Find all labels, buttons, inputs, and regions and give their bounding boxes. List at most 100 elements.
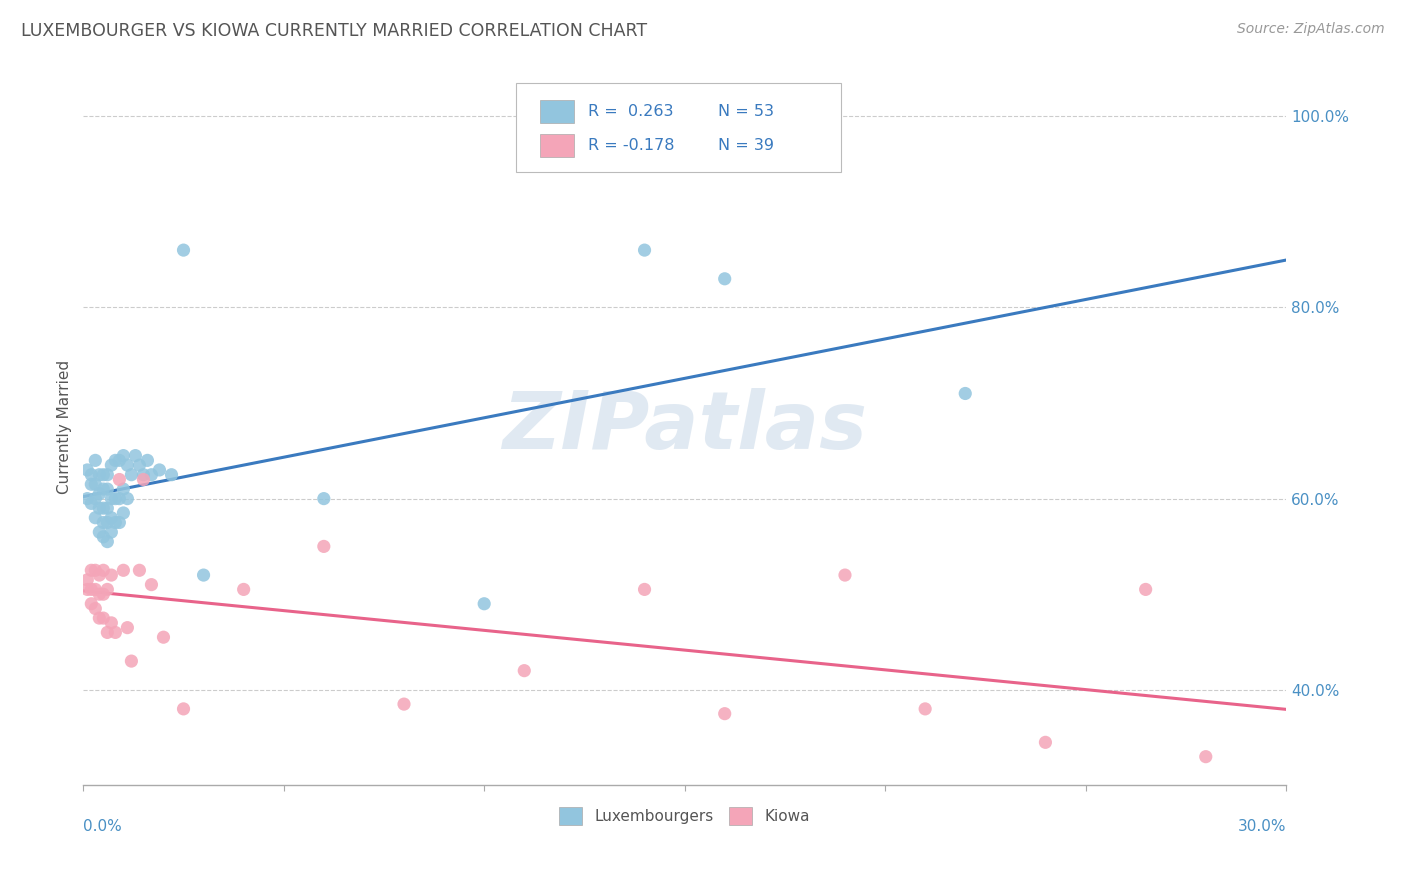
Point bbox=[108, 516, 131, 530]
Point bbox=[120, 654, 142, 668]
Point bbox=[89, 568, 111, 582]
Point bbox=[84, 491, 107, 506]
Point bbox=[96, 482, 118, 496]
Point bbox=[1035, 735, 1057, 749]
Point bbox=[132, 467, 155, 482]
Point bbox=[96, 501, 118, 516]
Point bbox=[91, 501, 114, 516]
Text: Source: ZipAtlas.com: Source: ZipAtlas.com bbox=[1237, 22, 1385, 37]
Point bbox=[91, 467, 114, 482]
Point bbox=[472, 597, 495, 611]
Point bbox=[713, 706, 735, 721]
Point bbox=[136, 453, 159, 467]
Point bbox=[392, 697, 415, 711]
Point bbox=[112, 449, 135, 463]
Text: N = 39: N = 39 bbox=[718, 137, 775, 153]
Point bbox=[104, 625, 127, 640]
Point bbox=[112, 506, 135, 520]
Legend: Luxembourgers, Kiowa: Luxembourgers, Kiowa bbox=[554, 801, 815, 831]
Point bbox=[132, 473, 155, 487]
Point bbox=[312, 540, 335, 554]
Point bbox=[100, 524, 122, 539]
Point bbox=[76, 463, 98, 477]
Point bbox=[914, 702, 936, 716]
Point bbox=[89, 587, 111, 601]
Point bbox=[91, 516, 114, 530]
Y-axis label: Currently Married: Currently Married bbox=[58, 359, 72, 494]
Point bbox=[84, 510, 107, 524]
Point bbox=[148, 463, 170, 477]
Point bbox=[108, 453, 131, 467]
Point bbox=[117, 621, 139, 635]
Point bbox=[84, 601, 107, 615]
Point bbox=[100, 458, 122, 472]
Text: 0.0%: 0.0% bbox=[83, 819, 122, 834]
Point bbox=[112, 563, 135, 577]
Point bbox=[80, 563, 103, 577]
Point bbox=[312, 491, 335, 506]
Point bbox=[104, 516, 127, 530]
Point bbox=[100, 615, 122, 630]
Text: LUXEMBOURGER VS KIOWA CURRENTLY MARRIED CORRELATION CHART: LUXEMBOURGER VS KIOWA CURRENTLY MARRIED … bbox=[21, 22, 647, 40]
Point bbox=[152, 630, 174, 644]
Point bbox=[100, 568, 122, 582]
Point bbox=[80, 582, 103, 597]
Point bbox=[89, 524, 111, 539]
Point bbox=[84, 477, 107, 491]
Point bbox=[713, 272, 735, 286]
Point bbox=[633, 243, 655, 257]
FancyBboxPatch shape bbox=[516, 83, 841, 172]
FancyBboxPatch shape bbox=[540, 100, 574, 123]
Point bbox=[91, 587, 114, 601]
Point bbox=[100, 491, 122, 506]
Point bbox=[112, 482, 135, 496]
Text: N = 53: N = 53 bbox=[718, 104, 775, 119]
Point bbox=[80, 496, 103, 510]
Point bbox=[80, 467, 103, 482]
Point bbox=[108, 491, 131, 506]
Point bbox=[141, 467, 163, 482]
Point bbox=[91, 482, 114, 496]
Point bbox=[76, 582, 98, 597]
Point bbox=[124, 449, 146, 463]
Point bbox=[173, 243, 195, 257]
Point bbox=[1135, 582, 1157, 597]
Text: R = -0.178: R = -0.178 bbox=[589, 137, 675, 153]
Point bbox=[84, 453, 107, 467]
Point bbox=[91, 530, 114, 544]
Point bbox=[1195, 749, 1218, 764]
Point bbox=[96, 582, 118, 597]
Text: R =  0.263: R = 0.263 bbox=[589, 104, 673, 119]
Point bbox=[76, 573, 98, 587]
Point bbox=[633, 582, 655, 597]
Point bbox=[513, 664, 536, 678]
Point bbox=[108, 473, 131, 487]
Point bbox=[96, 516, 118, 530]
Point bbox=[89, 467, 111, 482]
Point bbox=[89, 611, 111, 625]
Point bbox=[96, 625, 118, 640]
Point bbox=[104, 491, 127, 506]
Point bbox=[232, 582, 254, 597]
Point bbox=[173, 702, 195, 716]
Point bbox=[91, 611, 114, 625]
Point bbox=[193, 568, 215, 582]
Point bbox=[160, 467, 183, 482]
Point bbox=[89, 501, 111, 516]
Point bbox=[955, 386, 977, 401]
Point bbox=[104, 453, 127, 467]
FancyBboxPatch shape bbox=[540, 134, 574, 157]
Point bbox=[80, 477, 103, 491]
Point bbox=[117, 491, 139, 506]
Point bbox=[96, 534, 118, 549]
Point bbox=[84, 563, 107, 577]
Point bbox=[128, 563, 150, 577]
Point bbox=[91, 563, 114, 577]
Point bbox=[120, 467, 142, 482]
Text: ZIPatlas: ZIPatlas bbox=[502, 388, 868, 466]
Text: 30.0%: 30.0% bbox=[1237, 819, 1286, 834]
Point bbox=[117, 458, 139, 472]
Point bbox=[76, 491, 98, 506]
Point bbox=[834, 568, 856, 582]
Point bbox=[141, 577, 163, 591]
